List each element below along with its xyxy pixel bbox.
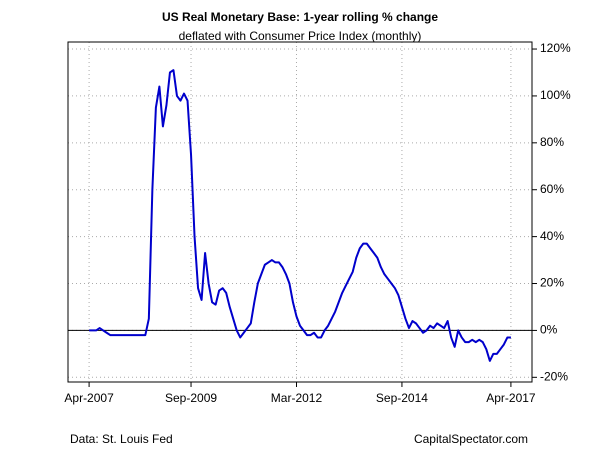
credit-note: CapitalSpectator.com (414, 432, 528, 446)
x-tick-label: Mar-2012 (271, 391, 323, 405)
y-tick-label: 120% (540, 41, 571, 55)
plot-frame (67, 41, 533, 383)
y-tick-label: 0% (540, 323, 558, 337)
y-tick-label: 20% (540, 276, 564, 290)
chart-subtitle: deflated with Consumer Price Index (mont… (179, 29, 422, 43)
y-tick-label: 100% (540, 88, 571, 102)
x-tick-label: Apr-2017 (486, 391, 536, 405)
y-tick-label: -20% (540, 369, 568, 383)
source-note: Data: St. Louis Fed (70, 432, 173, 446)
chart-title: US Real Monetary Base: 1-year rolling % … (162, 10, 438, 24)
data-line (89, 69, 511, 362)
y-tick-label: 80% (540, 135, 564, 149)
x-tick-label: Sep-2014 (376, 391, 428, 405)
x-tick-label: Apr-2007 (64, 391, 114, 405)
y-tick-label: 60% (540, 182, 564, 196)
y-tick-label: 40% (540, 229, 564, 243)
x-tick-label: Sep-2009 (165, 391, 217, 405)
